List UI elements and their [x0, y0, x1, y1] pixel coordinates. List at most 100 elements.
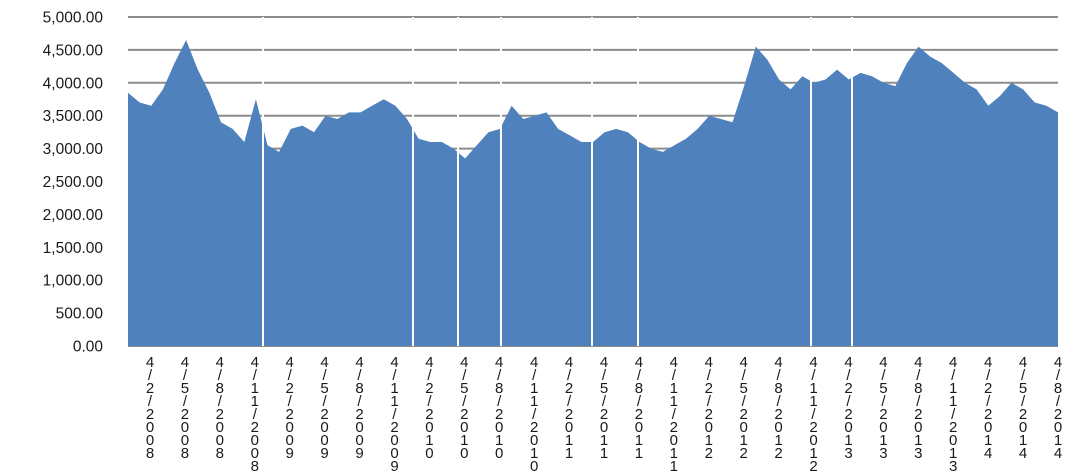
x-tick-char: / — [288, 393, 293, 410]
x-tick-char: 0 — [216, 419, 224, 436]
x-tick-char: 2 — [600, 406, 608, 423]
x-tick-char: 0 — [740, 419, 748, 436]
x-tick-char: 2 — [705, 380, 713, 397]
y-tick-label: 2,500.00 — [43, 174, 104, 191]
x-tick-char: 0 — [146, 419, 154, 436]
x-tick-char: 3 — [914, 445, 922, 462]
x-tick-char: 0 — [495, 445, 503, 462]
x-tick-char: 0 — [1019, 419, 1027, 436]
x-tick-char: 0 — [774, 419, 782, 436]
x-tick-char: / — [462, 393, 467, 410]
x-tick-char: 1 — [670, 380, 678, 397]
x-tick-char: 8 — [251, 458, 259, 472]
x-tick-char: / — [462, 367, 467, 384]
x-tick-char: / — [357, 393, 362, 410]
x-tick-char: 0 — [844, 419, 852, 436]
x-tick-char: / — [567, 367, 572, 384]
x-tick-char: 2 — [949, 419, 957, 436]
x-tick-char: / — [602, 367, 607, 384]
x-tick-char: 1 — [879, 432, 887, 449]
x-tick-char: 0 — [460, 419, 468, 436]
x-tick-char: 0 — [705, 419, 713, 436]
x-tick-char: 8 — [495, 380, 503, 397]
x-tick-char: 1 — [390, 393, 398, 410]
x-tick-char: 4 — [181, 354, 189, 371]
x-tick-char: / — [183, 367, 188, 384]
x-tick-char: 0 — [530, 458, 538, 472]
x-tick-char: 8 — [774, 380, 782, 397]
x-tick-char: / — [672, 367, 677, 384]
x-tick-char: 2 — [670, 419, 678, 436]
x-tick-char: 1 — [390, 380, 398, 397]
x-tick-char: 1 — [1019, 432, 1027, 449]
x-tick-char: 9 — [355, 445, 363, 462]
x-tick-char: / — [288, 367, 293, 384]
x-tick-char: 2 — [286, 406, 294, 423]
x-tick-char: / — [637, 367, 642, 384]
x-tick-char: 1 — [1054, 432, 1062, 449]
x-tick-char: / — [1056, 393, 1061, 410]
x-tick-char: / — [567, 393, 572, 410]
x-tick-char: / — [427, 393, 432, 410]
x-tick-char: 0 — [495, 419, 503, 436]
x-tick-char: 0 — [181, 432, 189, 449]
x-tick-char: 1 — [495, 432, 503, 449]
x-tick-char: 2 — [425, 406, 433, 423]
x-tick-char: 0 — [914, 419, 922, 436]
x-tick-char: 4 — [949, 354, 957, 371]
x-tick-char: 1 — [460, 432, 468, 449]
series-gap — [457, 17, 459, 346]
x-tick-char: 4 — [984, 354, 992, 371]
x-tick-char: 4 — [1054, 445, 1062, 462]
x-tick-char: 2 — [146, 406, 154, 423]
x-tick-char: 4 — [425, 354, 433, 371]
x-tick-char: 5 — [181, 380, 189, 397]
x-tick-char: 0 — [809, 432, 817, 449]
x-tick-char: 2 — [774, 445, 782, 462]
y-tick-label: 4,000.00 — [43, 75, 104, 92]
x-tick-char: / — [602, 393, 607, 410]
x-tick-char: / — [707, 367, 712, 384]
x-tick-char: 2 — [740, 445, 748, 462]
x-tick-char: / — [253, 367, 258, 384]
x-tick-char: 0 — [390, 445, 398, 462]
series-gap — [262, 17, 264, 346]
x-tick-char: / — [637, 393, 642, 410]
x-tick-char: 0 — [425, 419, 433, 436]
x-tick-char: 1 — [600, 445, 608, 462]
x-tick-char: 2 — [984, 406, 992, 423]
x-tick-char: 4 — [740, 354, 748, 371]
x-tick-char: 0 — [1054, 419, 1062, 436]
series-gap — [851, 17, 853, 346]
x-tick-char: / — [148, 393, 153, 410]
x-tick-char: 2 — [355, 406, 363, 423]
x-tick-char: 2 — [705, 445, 713, 462]
x-tick-char: / — [1021, 393, 1026, 410]
x-tick-char: 1 — [949, 380, 957, 397]
x-tick-char: 0 — [320, 419, 328, 436]
x-tick-char: 0 — [251, 445, 259, 462]
x-tick-char: 2 — [181, 406, 189, 423]
x-tick-char: 2 — [984, 380, 992, 397]
x-tick-char: 1 — [425, 432, 433, 449]
x-tick-char: 1 — [670, 393, 678, 410]
x-tick-char: 1 — [670, 445, 678, 462]
x-tick-char: 4 — [914, 354, 922, 371]
x-tick-char: 5 — [740, 380, 748, 397]
